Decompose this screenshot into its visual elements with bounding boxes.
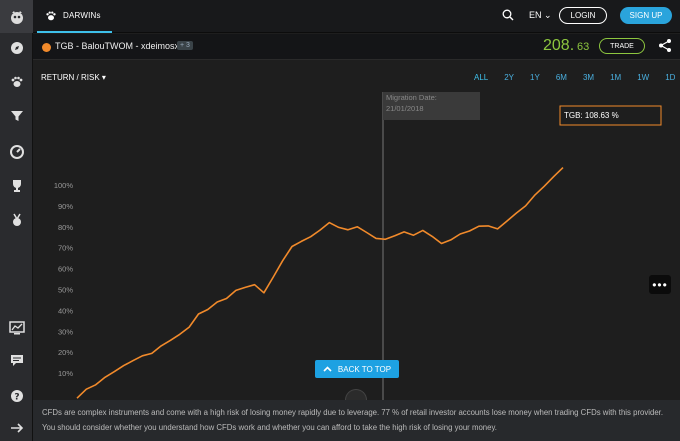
- value-tooltip-text: TGB: 108.63 %: [564, 111, 619, 120]
- range-1m[interactable]: 1M: [610, 73, 622, 82]
- back-to-top-button[interactable]: BACK TO TOP: [315, 360, 399, 378]
- trophy-icon[interactable]: [0, 174, 33, 198]
- top-bar: DARWINs EN ⌄ LOGIN SIGN UP: [33, 0, 680, 33]
- range-1d[interactable]: 1D: [665, 73, 676, 82]
- risk-disclaimer: CFDs are complex instruments and come wi…: [33, 400, 680, 441]
- range-all[interactable]: ALL: [474, 73, 489, 82]
- range-1y[interactable]: 1Y: [530, 73, 540, 82]
- range-6m[interactable]: 6M: [555, 73, 567, 82]
- related-count-badge[interactable]: + 3: [177, 41, 193, 50]
- series-dot-icon: [42, 43, 51, 52]
- medal-icon[interactable]: [0, 208, 33, 232]
- chart-icon[interactable]: [0, 316, 33, 340]
- language-selector[interactable]: EN ⌄: [529, 10, 552, 21]
- range-3m[interactable]: 3M: [582, 73, 595, 82]
- y-tick-label: 90%: [58, 202, 73, 211]
- back-to-top-label: BACK TO TOP: [337, 364, 392, 374]
- signup-button[interactable]: SIGN UP: [620, 7, 672, 24]
- search-icon[interactable]: [502, 8, 516, 22]
- y-tick-label: 100%: [54, 181, 74, 190]
- darwin-header: TGB - BalouTWOM - xdeimosx + 3 208. 63 T…: [33, 34, 680, 60]
- quote-decimals: 63: [577, 41, 590, 53]
- value-tooltip: [559, 105, 662, 126]
- y-tick-label: 60%: [58, 265, 73, 274]
- left-rail: ?: [0, 0, 33, 441]
- compass-icon[interactable]: [0, 36, 33, 60]
- y-tick-label: 40%: [58, 306, 73, 315]
- paw-icon[interactable]: [0, 70, 33, 94]
- login-button[interactable]: LOGIN: [559, 7, 607, 24]
- migration-label-box: [383, 92, 480, 120]
- migration-date: 21/01/2018: [386, 104, 424, 113]
- caret-down-icon: ▾: [101, 73, 106, 82]
- filter-icon[interactable]: [0, 104, 33, 128]
- y-tick-label: 50%: [58, 286, 73, 295]
- view-selector-label: RETURN / RISK: [41, 73, 100, 82]
- chart-background: [33, 92, 680, 400]
- y-tick-label: 20%: [58, 348, 73, 357]
- more-options-button[interactable]: •••: [649, 275, 671, 294]
- paw-icon: [46, 10, 56, 20]
- gauge-icon[interactable]: [0, 140, 33, 164]
- chevron-up-icon: [323, 366, 332, 372]
- tab-darwins-label: DARWINs: [63, 11, 101, 20]
- y-tick-label: 80%: [58, 223, 73, 232]
- range-2y[interactable]: 2Y: [504, 73, 515, 82]
- trade-button[interactable]: TRADE: [599, 38, 645, 54]
- svg-text:?: ?: [14, 393, 19, 403]
- y-axis: 10% 20% 30% 40% 50% 60% 70% 80% 90% 100%: [54, 181, 74, 378]
- logo-icon[interactable]: [0, 0, 33, 33]
- y-tick-label: 70%: [58, 244, 73, 253]
- series-line-tgb: [76, 167, 564, 399]
- view-selector[interactable]: RETURN / RISK ▾: [41, 73, 106, 82]
- share-icon[interactable]: [659, 39, 671, 57]
- chat-icon[interactable]: [0, 349, 33, 373]
- y-tick-label: 30%: [58, 327, 73, 336]
- range-1w[interactable]: 1W: [637, 73, 650, 82]
- quote-integer: 208.: [543, 37, 575, 54]
- range-selector: ALL 2Y 1Y 6M 3M 1M 1W 1D: [474, 73, 675, 82]
- chevron-down-icon: ⌄: [544, 10, 552, 20]
- language-label: EN: [529, 10, 542, 20]
- darwin-name: TGB - BalouTWOM - xdeimosx: [55, 41, 180, 51]
- y-tick-label: 10%: [58, 369, 73, 378]
- tab-darwins[interactable]: DARWINs: [37, 0, 112, 33]
- migration-label: Migration Date:: [386, 93, 437, 102]
- help-icon[interactable]: ?: [0, 384, 33, 408]
- return-chart[interactable]: 10% 20% 30% 40% 50% 60% 70% 80% 90% 100% Migratio…: [33, 92, 680, 400]
- arrow-right-icon[interactable]: [0, 416, 33, 440]
